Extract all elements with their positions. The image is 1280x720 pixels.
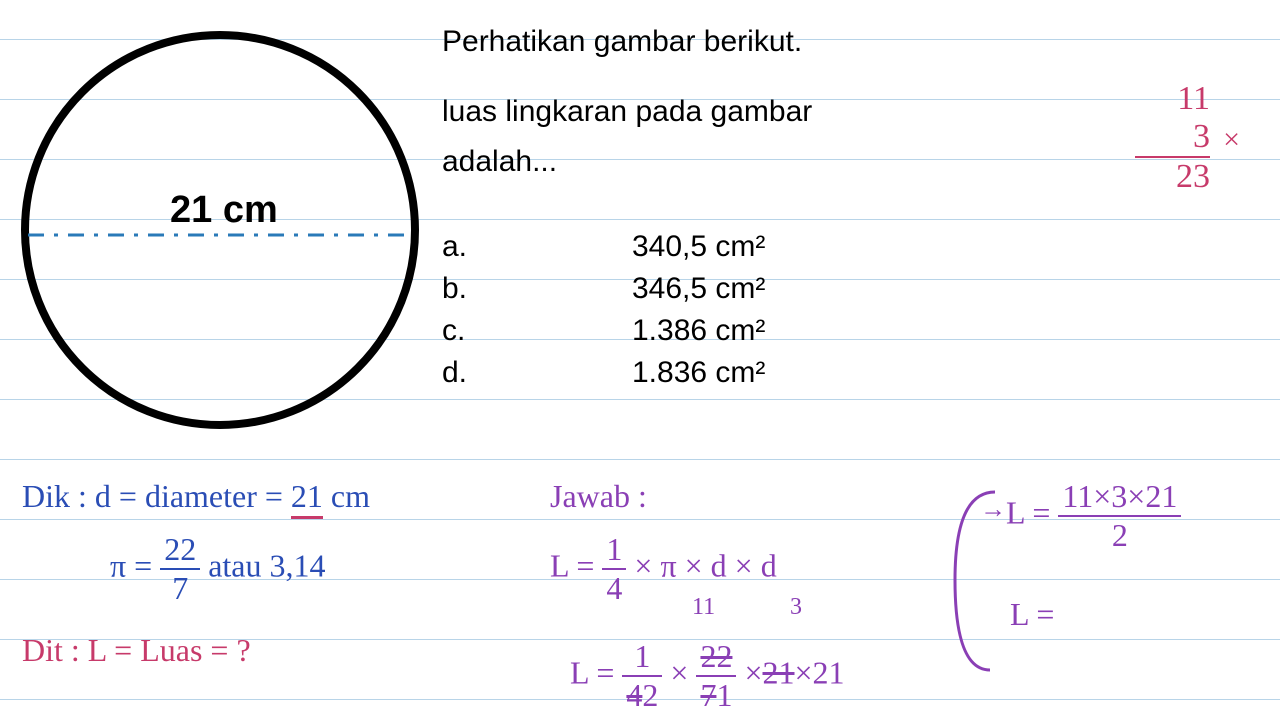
option-b: b. 346,5 cm² bbox=[442, 272, 765, 306]
res-den: 2 bbox=[1058, 517, 1181, 554]
circle-svg: 21 cm bbox=[20, 10, 420, 450]
option-value: 1.836 cm² bbox=[632, 356, 765, 390]
pi-sym: π = bbox=[110, 547, 160, 583]
side-multiplication: 11 3 × 23 bbox=[1135, 80, 1210, 196]
given-dik: Dik : d = diameter = 21 cm bbox=[22, 478, 370, 515]
option-value: 340,5 cm² bbox=[632, 230, 765, 264]
f2-21b: ×21 bbox=[795, 654, 845, 690]
option-value: 346,5 cm² bbox=[632, 272, 765, 306]
option-d: d. 1.836 cm² bbox=[442, 356, 765, 390]
option-a: a. 340,5 cm² bbox=[442, 230, 765, 264]
dik-unit: cm bbox=[323, 478, 370, 514]
diameter-label: 21 cm bbox=[170, 189, 278, 231]
side-calc-n2: 3 × bbox=[1135, 118, 1210, 156]
annotation-3: 3 bbox=[790, 594, 802, 621]
annotation-11: 11 bbox=[692, 594, 715, 621]
side-calc-result: 23 bbox=[1135, 158, 1210, 196]
option-label: c. bbox=[442, 314, 632, 348]
res-num: 11×3×21 bbox=[1058, 478, 1181, 517]
options-list: a. 340,5 cm² b. 346,5 cm² c. 1.386 cm² d… bbox=[442, 230, 765, 398]
l-equals: L = bbox=[1010, 596, 1054, 633]
formula-substituted: L = 142 × 2271 ×21×21 bbox=[570, 638, 845, 714]
question-line1: Perhatikan gambar berikut. bbox=[442, 25, 962, 59]
f1-num: 1 bbox=[602, 531, 626, 570]
dik-body: d = diameter = bbox=[87, 478, 291, 514]
pi-or: atau bbox=[200, 547, 269, 583]
option-label: d. bbox=[442, 356, 632, 390]
f1-rest: × π × d × d bbox=[626, 547, 776, 583]
res-lhs: L = bbox=[1006, 494, 1050, 530]
asked-dit: Dit : L = Luas = ? bbox=[22, 632, 251, 669]
result-expression: →L = 11×3×212 bbox=[980, 478, 1181, 554]
side-calc-n2-val: 3 bbox=[1193, 118, 1210, 155]
f2-lhs: L = bbox=[570, 654, 622, 690]
side-calc-n1: 11 bbox=[1155, 80, 1210, 118]
multiply-icon: × bbox=[1223, 123, 1240, 157]
dik-prefix: Dik : bbox=[22, 478, 87, 514]
f2-den-new: 2 bbox=[642, 677, 658, 713]
f2-num: 1 bbox=[622, 638, 662, 677]
f1-lhs: L = bbox=[550, 547, 602, 583]
question-line3: adalah... bbox=[442, 145, 962, 179]
question-block: Perhatikan gambar berikut. luas lingkara… bbox=[442, 25, 962, 195]
question-line2: luas lingkaran pada gambar bbox=[442, 95, 962, 129]
f2-21a: 21 bbox=[763, 654, 795, 690]
option-label: b. bbox=[442, 272, 632, 306]
f2-7-new: 1 bbox=[716, 677, 732, 713]
pi-den: 7 bbox=[160, 570, 200, 607]
formula-area: L = 14 × π × d × d bbox=[550, 531, 777, 607]
pi-num: 22 bbox=[160, 531, 200, 570]
option-label: a. bbox=[442, 230, 632, 264]
option-value: 1.386 cm² bbox=[632, 314, 765, 348]
arrow-icon: → bbox=[980, 494, 1006, 523]
jawab-header: Jawab : bbox=[550, 478, 647, 515]
pi-definition: π = 227 atau 3,14 bbox=[110, 531, 326, 607]
option-c: c. 1.386 cm² bbox=[442, 314, 765, 348]
dit-prefix: Dit : bbox=[22, 632, 80, 668]
pi-dec: 3,14 bbox=[270, 547, 326, 583]
f2-7-strike: 7 bbox=[700, 677, 716, 713]
dit-body: L = Luas = ? bbox=[80, 632, 251, 668]
dik-value: 21 bbox=[291, 478, 323, 519]
circle-diagram: 21 cm bbox=[20, 10, 420, 455]
f1-den: 4 bbox=[602, 570, 626, 607]
f2-den-strike: 4 bbox=[626, 677, 642, 713]
f2-den: 42 bbox=[622, 677, 662, 714]
f2-7: 71 bbox=[696, 677, 736, 714]
f2-22: 22 bbox=[696, 638, 736, 677]
